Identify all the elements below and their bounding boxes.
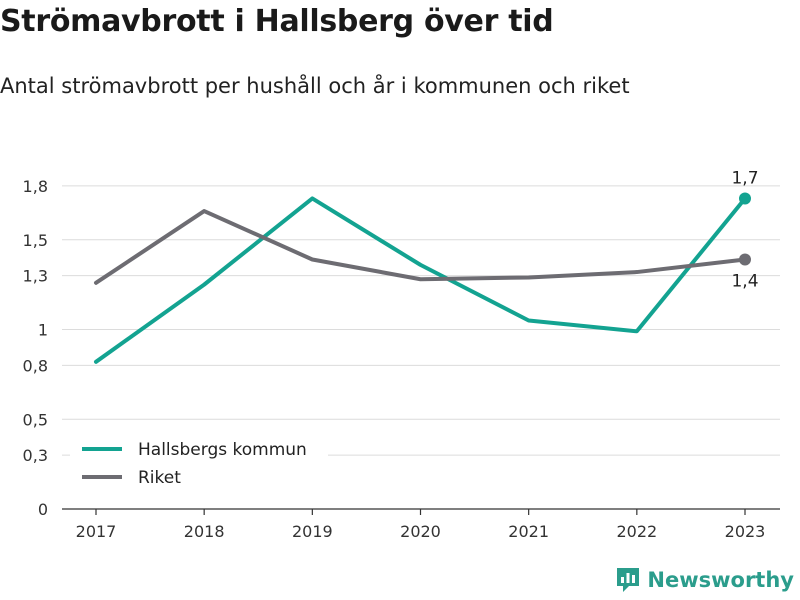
- end-point-hallsberg: [739, 192, 751, 205]
- end-label-hallsberg: 1,7: [731, 168, 758, 188]
- end-label-riket: 1,4: [731, 271, 758, 291]
- grid-lines: [62, 185, 780, 456]
- chart-subtitle: Antal strömavbrott per hushåll och år i …: [0, 74, 630, 98]
- series-lines: 1,7 1,4: [94, 168, 759, 364]
- legend-label-hallsberg: Hallsbergs kommun: [138, 440, 307, 460]
- x-tick-label: 2020: [400, 522, 441, 541]
- x-tick-label: 2019: [292, 522, 333, 541]
- axes: 0 0,3 0,5 0,8 1 1,3 1,5 1,8 2017 2018 2019 2020 2021…: [23, 177, 780, 541]
- y-tick-label: 0,3: [23, 446, 48, 465]
- y-tick-label: 1,8: [23, 177, 48, 196]
- y-tick-label: 0,5: [23, 410, 48, 429]
- x-tick-label: 2023: [725, 522, 766, 541]
- end-point-riket: [739, 253, 751, 266]
- x-tick-label: 2022: [616, 522, 657, 541]
- legend: Hallsbergs kommun Riket: [70, 432, 328, 496]
- x-tick-label: 2018: [184, 522, 225, 541]
- y-tick-label: 1,3: [23, 267, 48, 286]
- brand-name: Newsworthy: [647, 568, 794, 592]
- chart-title: Strömavbrott i Hallsberg över tid: [0, 4, 554, 39]
- y-tick-label: 0,8: [23, 356, 48, 375]
- legend-label-riket: Riket: [138, 468, 181, 488]
- series-line-hallsberg: [94, 196, 747, 364]
- x-tick-label: 2021: [508, 522, 549, 541]
- y-tick-label: 1,5: [23, 231, 48, 250]
- x-tick-label: 2017: [76, 522, 117, 541]
- brand-logo: Newsworthy: [615, 566, 794, 594]
- series-line-riket: [94, 209, 747, 285]
- y-tick-label: 0: [38, 500, 48, 519]
- newsworthy-logo-icon: [617, 568, 640, 592]
- legend-background: [70, 432, 328, 496]
- y-tick-label: 1: [38, 321, 48, 340]
